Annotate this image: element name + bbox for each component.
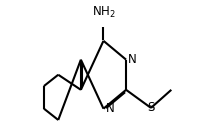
Text: NH$_2$: NH$_2$ bbox=[92, 5, 115, 20]
Text: N: N bbox=[106, 102, 114, 115]
Text: S: S bbox=[147, 101, 155, 114]
Text: N: N bbox=[128, 53, 137, 66]
